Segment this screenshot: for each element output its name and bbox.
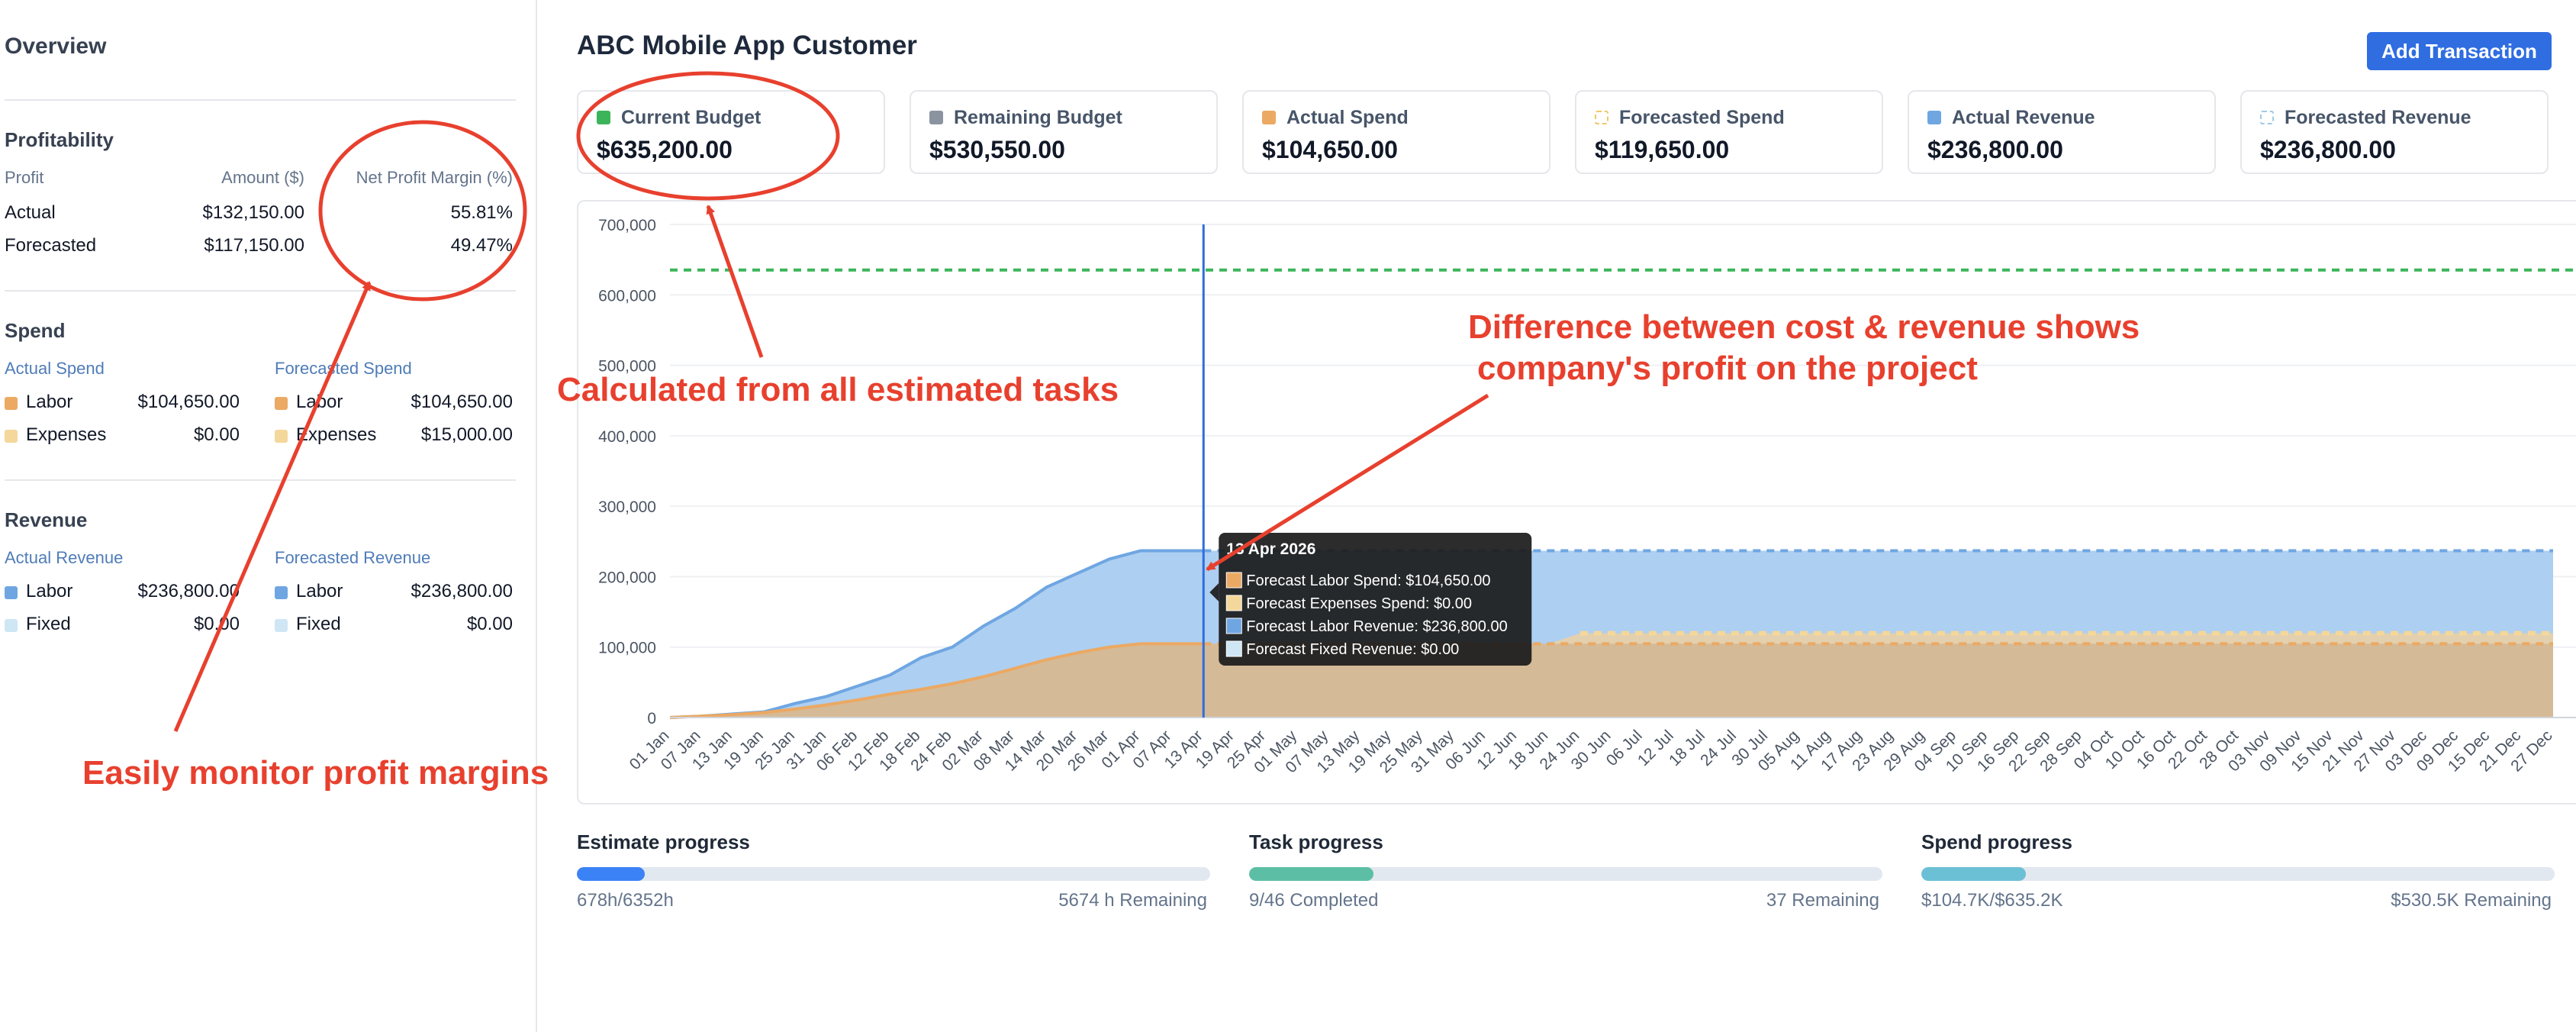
spend-item-name: Labor (296, 392, 343, 412)
spend-heading: Spend (5, 319, 66, 342)
legend-swatch-icon (1262, 111, 1276, 124)
card-value: $104,650.00 (1262, 136, 1398, 163)
revenue-item-name: Fixed (26, 614, 71, 634)
margin-col-header: Net Profit Margin (%) (356, 168, 513, 187)
card-value: $236,800.00 (1927, 136, 2063, 163)
forecast-revenue-label: Forecasted Revenue (275, 548, 431, 567)
actual-revenue-label: Actual Revenue (5, 548, 124, 567)
profit-row-margin: 49.47% (450, 235, 513, 256)
card-label: Actual Spend (1286, 107, 1409, 128)
profit-row-label: Actual (5, 202, 56, 223)
task-progress-bar (1249, 867, 1882, 881)
labor-swatch-icon (5, 586, 18, 599)
estimate-progress-remaining: 5674 h Remaining (1058, 890, 1207, 911)
card-label: Remaining Budget (954, 107, 1122, 128)
spend-item-value: $0.00 (193, 424, 240, 445)
spend-progress-remaining: $530.5K Remaining (2391, 890, 2552, 911)
fixed-swatch-icon (275, 619, 288, 632)
revenue-item-name: Fixed (296, 614, 341, 634)
task-progress-remaining: 37 Remaining (1766, 890, 1879, 911)
card-label: Forecasted Spend (1619, 107, 1785, 128)
fixed-swatch-icon (5, 619, 18, 632)
labor-swatch-icon (5, 397, 18, 410)
actual-spend-label: Actual Spend (5, 359, 105, 378)
spend-progress-title: Spend progress (1921, 830, 2072, 853)
card-label: Forecasted Revenue (2285, 107, 2471, 128)
summary-card-remaining-budget[interactable]: Remaining Budget $530,550.00 (910, 90, 1218, 174)
revenue-item-name: Labor (296, 581, 343, 601)
revenue-item-value: $0.00 (466, 614, 513, 634)
revenue-item-value: $0.00 (193, 614, 240, 634)
add-transaction-button[interactable]: Add Transaction (2367, 32, 2552, 70)
profit-row-margin: 55.81% (450, 202, 513, 223)
forecast-spend-label: Forecasted Spend (275, 359, 412, 378)
legend-swatch-icon (2260, 111, 2274, 124)
spend-item-value: $15,000.00 (420, 424, 513, 445)
page-title: ABC Mobile App Customer (577, 31, 917, 60)
profit-row-label: Forecasted (5, 235, 97, 256)
spend-item-name: Expenses (296, 424, 377, 445)
profitability-heading: Profitability (5, 128, 114, 151)
spend-item-value: $104,650.00 (137, 392, 240, 412)
card-label: Actual Revenue (1952, 107, 2095, 128)
card-value: $635,200.00 (597, 136, 733, 163)
profit-col-header: Profit (5, 168, 44, 187)
revenue-item-name: Labor (26, 581, 73, 601)
spend-item-value: $104,650.00 (411, 392, 513, 412)
task-progress-completed: 9/46 Completed (1249, 890, 1379, 911)
profit-annotation-line1: Difference between cost & revenue shows (1468, 308, 2140, 346)
card-label: Current Budget (621, 107, 762, 128)
divider (5, 479, 516, 481)
budget-annotation: Calculated from all estimated tasks (557, 371, 1119, 408)
summary-card-forecasted-revenue[interactable]: Forecasted Revenue $236,800.00 (2240, 90, 2549, 174)
spend-item-name: Expenses (26, 424, 107, 445)
estimate-progress-title: Estimate progress (577, 830, 750, 853)
profit-annotation-line2: company's profit on the project (1477, 350, 1978, 387)
legend-swatch-icon (929, 111, 943, 124)
overview-title: Overview (5, 34, 107, 59)
amount-col-header: Amount ($) (221, 168, 304, 187)
legend-swatch-icon (1595, 111, 1608, 124)
divider (5, 290, 516, 292)
profit-row-amount: $132,150.00 (202, 202, 304, 223)
progress-fill (1249, 867, 1373, 881)
divider (5, 99, 516, 101)
profit-row-amount: $117,150.00 (204, 235, 304, 256)
summary-card-forecasted-spend[interactable]: Forecasted Spend $119,650.00 (1575, 90, 1883, 174)
revenue-item-value: $236,800.00 (411, 581, 513, 601)
expenses-swatch-icon (5, 430, 18, 443)
labor-swatch-icon (275, 397, 288, 410)
summary-card-actual-revenue[interactable]: Actual Revenue $236,800.00 (1908, 90, 2216, 174)
legend-swatch-icon (1927, 111, 1941, 124)
spend-progress-bar (1921, 867, 2555, 881)
summary-card-current-budget[interactable]: Current Budget $635,200.00 (577, 90, 885, 174)
task-progress-title: Task progress (1249, 830, 1383, 853)
progress-fill (577, 867, 645, 881)
card-value: $119,650.00 (1595, 136, 1730, 163)
overview-sidebar: Overview Profitability Profit Amount ($)… (0, 0, 537, 1032)
legend-swatch-icon (597, 111, 610, 124)
labor-swatch-icon (275, 586, 288, 599)
card-value: $530,550.00 (929, 136, 1065, 163)
summary-card-actual-spend[interactable]: Actual Spend $104,650.00 (1242, 90, 1550, 174)
revenue-item-value: $236,800.00 (137, 581, 240, 601)
spend-progress-used: $104.7K/$635.2K (1921, 890, 2063, 911)
budget-chart-panel[interactable] (577, 200, 2576, 805)
card-value: $236,800.00 (2260, 136, 2396, 163)
estimate-progress-used: 678h/6352h (577, 890, 674, 911)
progress-fill (1921, 867, 2026, 881)
estimate-progress-bar (577, 867, 1210, 881)
revenue-heading: Revenue (5, 508, 88, 531)
expenses-swatch-icon (275, 430, 288, 443)
spend-item-name: Labor (26, 392, 73, 412)
margin-annotation: Easily monitor profit margins (82, 754, 549, 792)
